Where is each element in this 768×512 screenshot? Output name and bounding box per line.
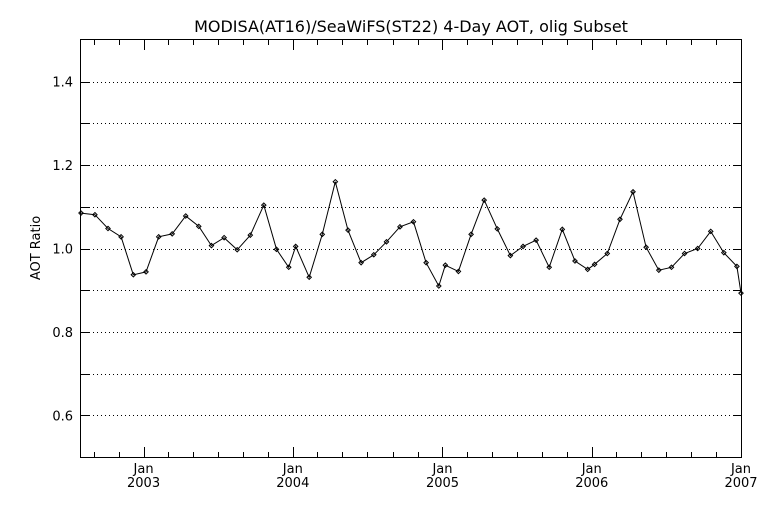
data-point <box>655 267 662 274</box>
x-tick-year: 2006 <box>575 476 608 491</box>
series-line <box>80 181 742 294</box>
data-point <box>285 264 292 271</box>
data-point <box>546 264 553 271</box>
data-point <box>668 264 675 271</box>
y-tick-label: 1.0 <box>52 243 73 258</box>
data-point <box>604 250 611 257</box>
x-tick-month: Jan <box>581 462 602 477</box>
x-tick-year: 2007 <box>724 476 757 491</box>
data-point <box>208 242 215 249</box>
x-tick-year: 2004 <box>276 476 309 491</box>
data-point <box>273 246 280 253</box>
data-point <box>130 271 137 278</box>
data-point <box>195 223 202 230</box>
data-point <box>572 258 578 264</box>
data-point <box>468 231 475 238</box>
data-point <box>143 268 149 275</box>
data-point <box>91 211 98 218</box>
x-tick-month: Jan <box>133 462 154 477</box>
data-point <box>507 252 514 259</box>
data-point <box>105 225 111 232</box>
data-point <box>559 226 566 233</box>
data-point <box>306 274 313 281</box>
chart-title: MODISA(AT16)/SeaWiFS(ST22) 4-Day AOT, ol… <box>194 17 628 36</box>
x-tick-month: Jan <box>730 462 751 477</box>
data-point <box>370 251 377 258</box>
data-point <box>494 225 501 232</box>
x-tick-month: Jan <box>431 462 452 477</box>
data-point <box>533 237 540 244</box>
y-tick-label: 0.8 <box>52 326 73 341</box>
data-point <box>410 218 417 225</box>
data-point <box>584 266 591 273</box>
data-point <box>734 263 740 270</box>
data-point <box>169 230 176 237</box>
gridlines <box>81 82 741 416</box>
data-point <box>643 244 650 251</box>
data-point <box>591 261 598 268</box>
data-point <box>707 228 714 235</box>
data-point <box>520 243 526 250</box>
y-tick-label: 0.6 <box>52 409 73 424</box>
y-axis-label: AOT Ratio <box>29 216 44 280</box>
data-point <box>617 216 623 223</box>
data-point <box>455 268 462 275</box>
series <box>78 178 744 297</box>
data-point <box>720 249 727 256</box>
data-point <box>358 259 365 266</box>
data-point <box>435 283 442 289</box>
data-point <box>681 250 688 257</box>
plot-frame <box>80 39 742 458</box>
data-point <box>383 238 390 245</box>
data-point <box>397 223 403 230</box>
data-point <box>332 178 339 185</box>
data-point <box>260 202 267 209</box>
axes: 0.60.81.01.21.4Jan2003Jan2004Jan2005Jan2… <box>52 40 758 491</box>
data-point <box>319 231 326 238</box>
data-point <box>118 233 124 240</box>
x-tick-month: Jan <box>282 462 303 477</box>
data-point <box>292 243 299 250</box>
data-point <box>442 262 449 269</box>
x-tick-year: 2005 <box>426 476 459 491</box>
data-point <box>182 213 189 219</box>
data-point <box>234 246 241 253</box>
data-point <box>630 188 636 195</box>
data-point <box>481 197 488 204</box>
data-point <box>247 232 254 239</box>
data-point <box>345 227 351 234</box>
y-tick-label: 1.2 <box>52 159 73 174</box>
data-point <box>155 233 162 240</box>
y-tick-label: 1.4 <box>52 76 73 91</box>
data-point <box>221 234 228 241</box>
data-point <box>423 259 430 266</box>
data-point <box>694 245 701 252</box>
x-tick-year: 2003 <box>127 476 160 491</box>
